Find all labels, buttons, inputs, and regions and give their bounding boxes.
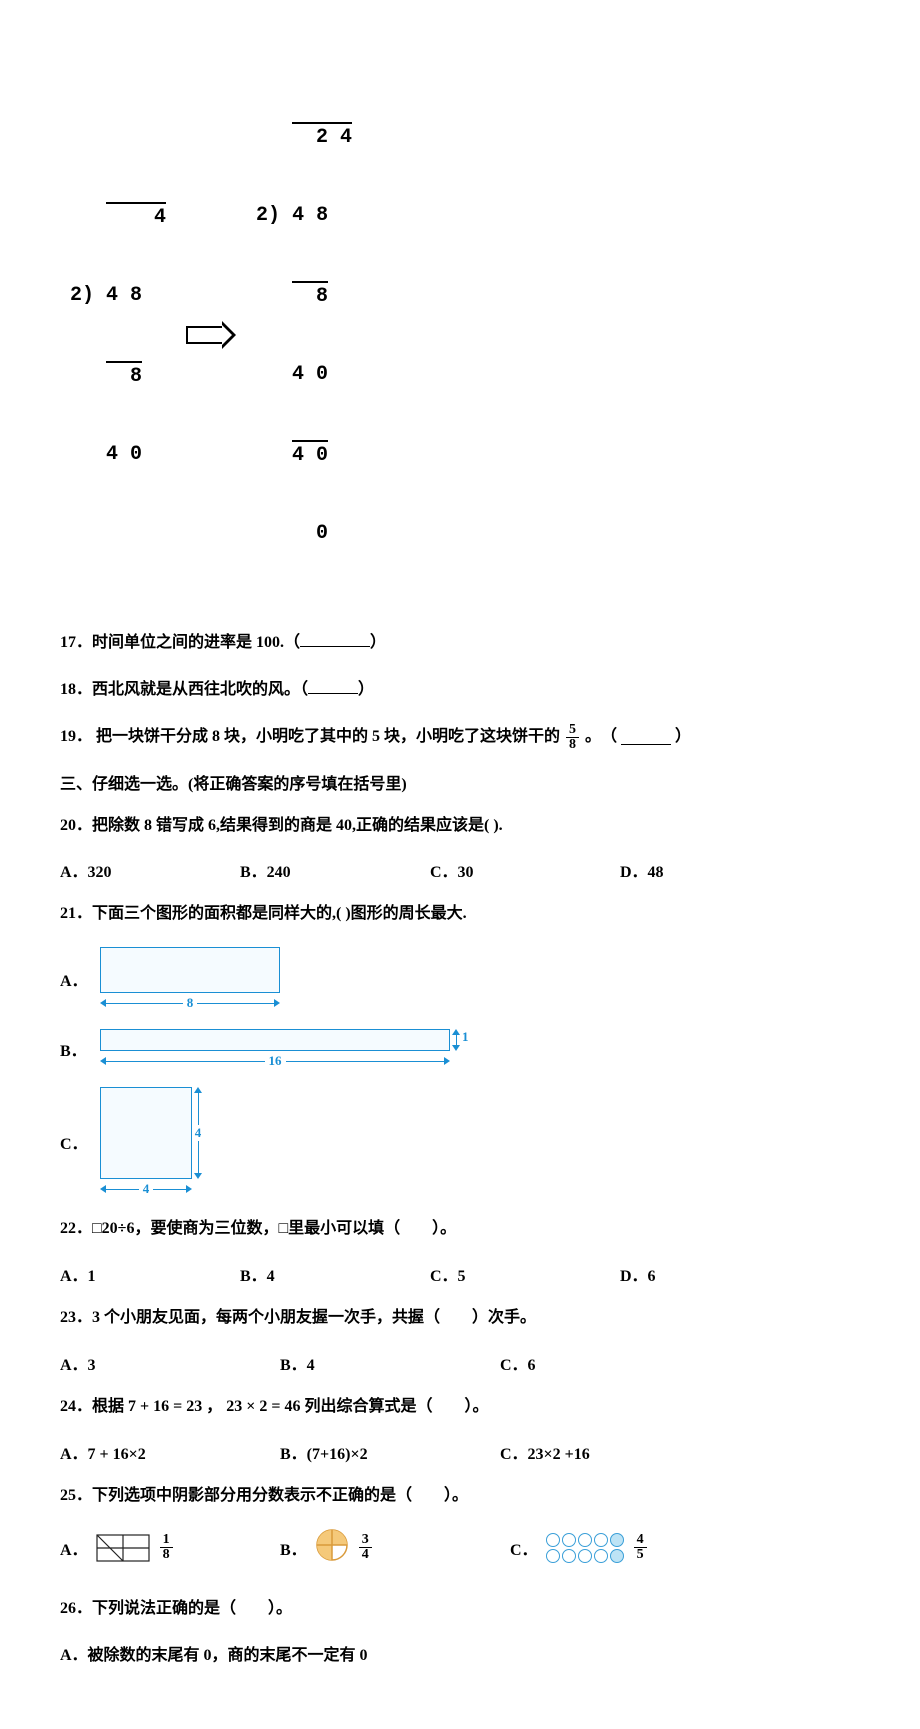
fraction-icon: 4 5 [634,1533,647,1562]
rectangle-a-icon: 8 [100,947,280,1011]
long-division-figure: 4 2) 4 8 8 4 0 2 4 2) 4 8 8 4 0 4 0 0 [70,70,860,599]
q22-opt-a[interactable]: A．1 [60,1262,240,1286]
q18-text: 西北风就是从西往北吹的风。（ [92,681,308,698]
ld-right-quotient: 2 4 [292,122,352,151]
q21-opt-a[interactable]: A． 8 [60,947,860,1011]
question-26: 26．下列说法正确的是（ ）。 [60,1595,860,1624]
ld-right-step1: 8 [292,281,328,310]
q22-opt-b[interactable]: B．4 [240,1262,430,1286]
ld-left-dividend: 4 8 [106,284,142,307]
q25-opt-a[interactable]: A． 1 8 [60,1533,280,1562]
circles-array-icon [546,1533,624,1563]
q20-options: A．320 B．240 C．30 D．48 [60,858,860,882]
q17-text: 时间单位之间的进率是 100.（ [92,634,300,651]
q22-opt-c[interactable]: C．5 [430,1262,620,1286]
fraction-icon: 5 8 [566,723,579,752]
q19-frac-num: 5 [566,723,579,738]
ld-right-step2: 4 0 [292,363,328,386]
rectangle-b-icon: 16 [100,1029,450,1069]
question-20: 20．把除数 8 错写成 6,结果得到的商是 40,正确的结果应该是( ). [60,812,860,841]
q21-a-dim: 8 [183,995,198,1011]
question-24: 24．根据 7 + 16 = 23 ， 23 × 2 = 46 列出综合算式是（… [60,1393,860,1422]
blank-input[interactable] [621,729,671,745]
q19-number: 19． [60,723,92,752]
question-21: 21．下面三个图形的面积都是同样大的,( )图形的周长最大. [60,900,860,929]
square-c-icon: 4 [100,1087,192,1197]
ld-right-step4: 0 [292,522,328,545]
q21-b-label: B． [60,1037,90,1061]
question-25: 25．下列选项中阴影部分用分数表示不正确的是（ ）。 [60,1482,860,1511]
question-18: 18．西北风就是从西往北吹的风。（ ） [60,676,860,705]
q25-a-label: A． [60,1536,88,1560]
fraction-icon: 3 4 [359,1533,372,1562]
q22-options: A．1 B．4 C．5 D．6 [60,1262,860,1286]
long-division-right: 2 4 2) 4 8 8 4 0 4 0 0 [256,70,352,599]
blank-input[interactable] [308,678,358,694]
q17-close: ） [370,634,386,651]
ld-left-step2: 4 0 [106,443,142,466]
q23-opt-a[interactable]: A．3 [60,1351,280,1375]
q18-number: 18． [60,681,92,698]
q21-c-label: C． [60,1130,90,1154]
q26-opt-a[interactable]: A．被除数的末尾有 0，商的末尾不一定有 0 [60,1642,860,1671]
arrow-right-icon [186,322,236,348]
q21-b-dimr-label: 1 [462,1029,469,1045]
q24-opt-b[interactable]: B．(7+16)×2 [280,1440,500,1464]
q19-text1: 把一块饼干分成 8 块，小明吃了其中的 5 块，小明吃了这块饼干的 [96,723,560,752]
blank-input[interactable] [300,631,370,647]
q19-close: ） [675,723,691,752]
q20-opt-c[interactable]: C．30 [430,858,620,882]
q24-options: A．7 + 16×2 B．(7+16)×2 C．23×2 +16 [60,1440,860,1464]
fraction-icon: 1 8 [160,1533,173,1562]
q21-c-dimr-label: 4 [195,1125,202,1141]
ld-right-step3: 4 0 [292,440,328,469]
ld-left-quotient: 4 [106,202,166,231]
q24-opt-a[interactable]: A．7 + 16×2 [60,1440,280,1464]
circle-fraction-icon [315,1528,349,1567]
q24-opt-c[interactable]: C．23×2 +16 [500,1440,700,1464]
ld-right-dividend: 4 8 [292,204,328,227]
q23-opt-c[interactable]: C．6 [500,1351,700,1375]
question-22: 22．□20÷6，要使商为三位数，□里最小可以填（ ）。 [60,1215,860,1244]
q17-number: 17． [60,634,92,651]
ld-right-divisor: 2 [256,204,268,227]
q18-close: ） [358,681,374,698]
q21-opt-b[interactable]: B． 16 1 [60,1029,860,1069]
q22-opt-d[interactable]: D．6 [620,1262,770,1286]
ld-left-divisor: 2 [70,284,82,307]
q23-options: A．3 B．4 C．6 [60,1351,860,1375]
q21-c-dim-right: 4 [194,1087,202,1179]
question-19: 19． 把一块饼干分成 8 块，小明吃了其中的 5 块，小明吃了这块饼干的 5 … [60,723,860,752]
q21-b-dim-right [452,1029,460,1051]
q20-opt-b[interactable]: B．240 [240,858,430,882]
q21-opt-c[interactable]: C． 4 4 [60,1087,860,1197]
section-3-title: 三、仔细选一选。(将正确答案的序号填在括号里) [60,770,860,794]
long-division-left: 4 2) 4 8 8 4 0 [70,150,166,520]
q25-opt-c[interactable]: C． 4 5 [510,1533,760,1563]
q21-a-label: A． [60,967,90,991]
q20-opt-d[interactable]: D．48 [620,858,770,882]
ld-left-step1: 8 [106,361,142,390]
q25-c-label: C． [510,1536,538,1560]
q25-opt-b[interactable]: B． 3 4 [280,1528,510,1567]
q19-frac-den: 8 [566,738,579,752]
q20-opt-a[interactable]: A．320 [60,858,240,882]
q25-options: A． 1 8 B． [60,1528,860,1567]
q19-text2: 。 （ [585,723,617,752]
q23-opt-b[interactable]: B．4 [280,1351,500,1375]
q21-b-dim: 16 [265,1053,286,1069]
question-17: 17．时间单位之间的进率是 100.（ ） [60,629,860,658]
q21-c-dim: 4 [139,1181,154,1197]
grid-fraction-icon [96,1534,150,1562]
q25-b-label: B． [280,1536,307,1560]
question-23: 23．3 个小朋友见面，每两个小朋友握一次手，共握（ ）次手。 [60,1304,860,1333]
